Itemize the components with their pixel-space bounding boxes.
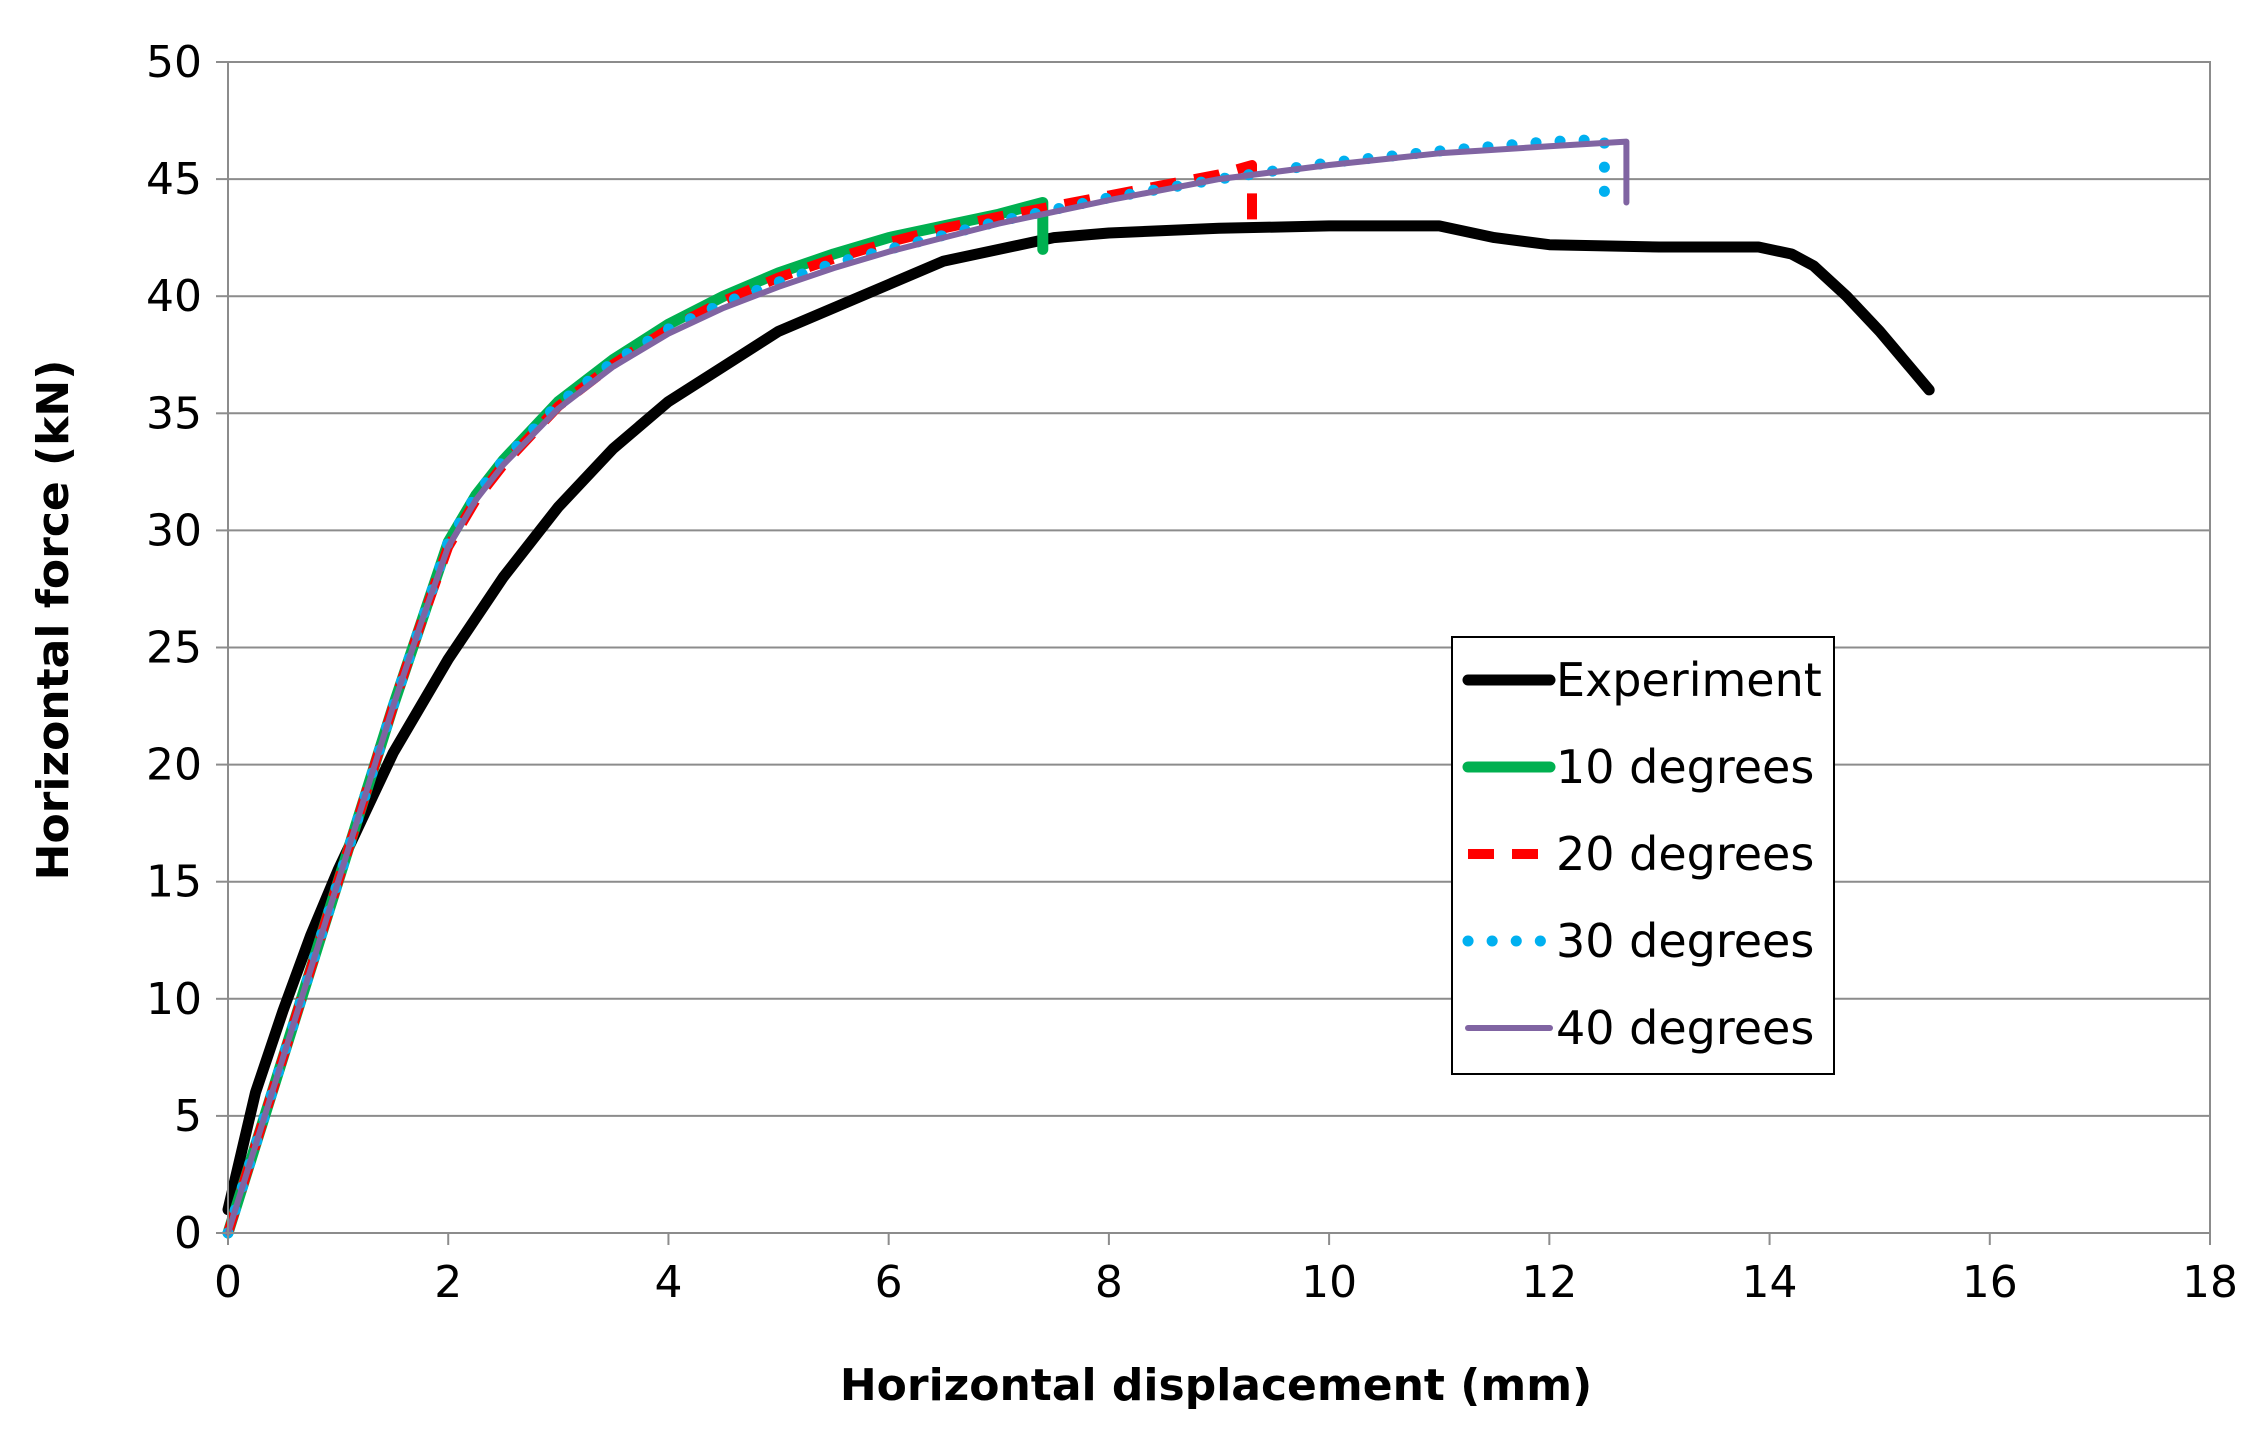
- y-tick-label: 25: [146, 623, 202, 674]
- x-tick-label: 12: [1521, 1257, 1577, 1308]
- legend-label-30-degrees: 30 degrees: [1556, 914, 1814, 968]
- y-tick-label: 30: [146, 505, 202, 556]
- legend-label-20-degrees: 20 degrees: [1556, 827, 1814, 881]
- series-line-10-degrees: [222, 197, 1049, 1239]
- y-axis-title: Horizontal force (kN): [28, 360, 79, 881]
- y-tick-label: 35: [146, 388, 202, 439]
- y-tick-label: 45: [146, 154, 202, 205]
- x-tick-label: 0: [214, 1257, 242, 1308]
- axes: [216, 61, 2211, 1245]
- plot-frame: [227, 61, 2211, 1234]
- y-tick-label: 20: [146, 740, 202, 791]
- y-tick-label: 10: [146, 974, 202, 1025]
- x-axis-title: Horizontal displacement (mm): [840, 1360, 1592, 1411]
- tick-labels: 0 5 10 15 20 25 30 35 40 45 50 0 2 4 6 8 10 12 14 16 18: [146, 37, 2238, 1308]
- legend: Experiment 10 degrees 20 degrees 30 degrees…: [1451, 636, 1835, 1075]
- y-tick-label: 0: [174, 1208, 202, 1259]
- x-tick-label: 2: [434, 1257, 462, 1308]
- y-tick-label: 5: [174, 1091, 202, 1142]
- plot-series: [222, 133, 1935, 1239]
- x-tick-label: 16: [1962, 1257, 2018, 1308]
- legend-label-40-degrees: 40 degrees: [1556, 1001, 1814, 1055]
- x-tick-label: 10: [1301, 1257, 1357, 1308]
- x-tick-label: 4: [654, 1257, 682, 1308]
- y-tick-label: 50: [146, 37, 202, 88]
- x-tick-label: 8: [1095, 1257, 1123, 1308]
- x-tick-label: 14: [1742, 1257, 1798, 1308]
- x-tick-label: 18: [2182, 1257, 2238, 1308]
- legend-label-experiment: Experiment: [1556, 653, 1822, 707]
- series-line-experiment: [222, 220, 1935, 1216]
- y-tick-label: 15: [146, 857, 202, 908]
- legend-label-10-degrees: 10 degrees: [1556, 740, 1814, 794]
- series-line-20-degrees: [223, 160, 1257, 1235]
- x-tick-label: 6: [875, 1257, 903, 1308]
- series-line-40-degrees: [225, 138, 1630, 1236]
- y-tick-label: 40: [146, 271, 202, 322]
- gridlines: [228, 61, 2210, 1117]
